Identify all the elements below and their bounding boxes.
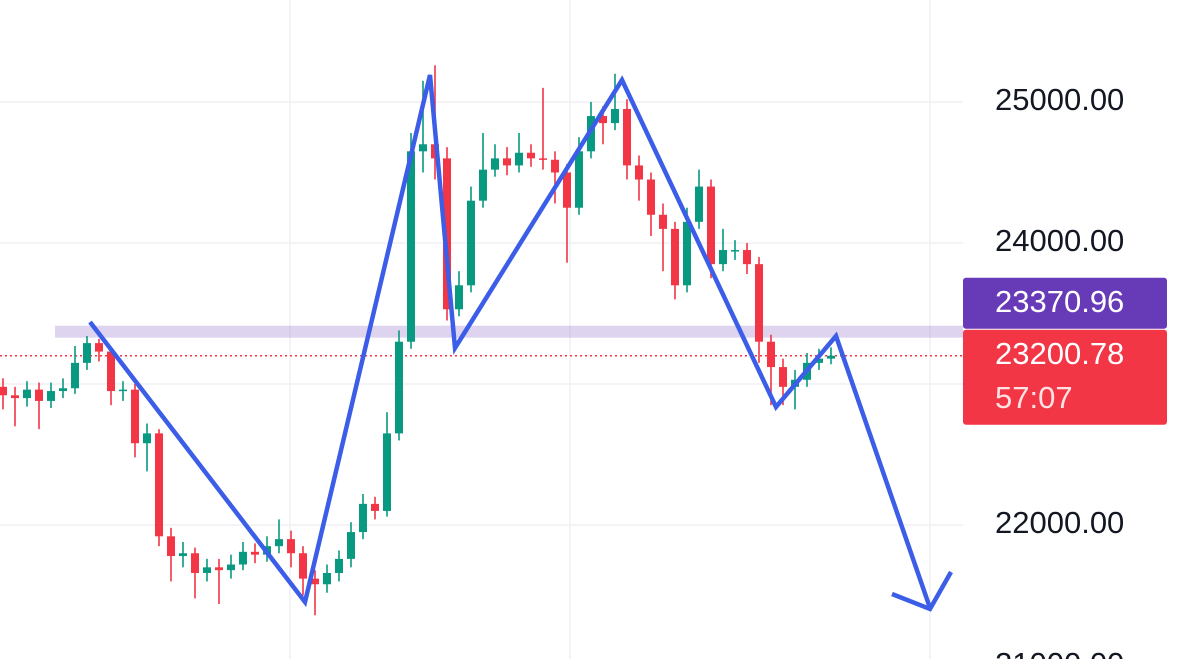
- candle-body: [275, 539, 283, 547]
- candle-body: [659, 214, 667, 229]
- candle-body: [143, 433, 151, 444]
- candle-body: [131, 389, 139, 444]
- candle-body: [443, 158, 451, 310]
- candle-body: [335, 558, 343, 573]
- candle-body: [755, 264, 763, 342]
- candle-body: [539, 158, 547, 160]
- level-band: [55, 325, 963, 338]
- candle-body: [191, 553, 199, 573]
- candle-body: [623, 109, 631, 166]
- candle-body: [647, 179, 655, 215]
- level-price-box: [963, 277, 1167, 329]
- candle-body: [407, 151, 415, 342]
- candle-body: [383, 433, 391, 511]
- candle-body: [287, 539, 295, 554]
- candle-body: [503, 158, 511, 166]
- candle-body: [95, 343, 103, 352]
- candle-body: [611, 109, 619, 124]
- last-price-box: [963, 329, 1167, 425]
- candle-body: [299, 553, 307, 579]
- candle-body: [155, 433, 163, 537]
- candle-body: [467, 200, 475, 286]
- candle-body: [527, 152, 535, 159]
- candle-body: [215, 567, 223, 571]
- candle-body: [59, 388, 67, 392]
- candle-body: [311, 578, 319, 585]
- zigzag-line: [88, 74, 933, 609]
- candle-body: [575, 151, 583, 208]
- candle-body: [323, 572, 331, 585]
- candle-body: [119, 389, 127, 392]
- candle-body: [551, 159, 559, 173]
- candle-body: [167, 536, 175, 557]
- candle-body: [179, 553, 187, 557]
- candle-body: [11, 395, 19, 399]
- candle-body: [695, 186, 703, 222]
- candle-body: [779, 367, 787, 387]
- level-price-label: 23370.96: [995, 284, 1124, 319]
- y-tick-label: 22000.00: [995, 505, 1124, 540]
- arrow-head: [891, 570, 953, 612]
- candle-body: [419, 144, 427, 152]
- candle-body: [359, 503, 367, 533]
- candle-body: [563, 172, 571, 208]
- candle-body: [35, 389, 43, 401]
- candle-body: [0, 386, 7, 396]
- candle-body: [719, 250, 727, 265]
- y-tick-label: 21000.00: [995, 646, 1124, 659]
- candle-body: [671, 228, 679, 286]
- candle-body: [227, 564, 235, 571]
- candle-body: [635, 165, 643, 180]
- candle-body: [347, 532, 355, 559]
- candle-body: [743, 250, 751, 265]
- candle-body: [515, 152, 523, 166]
- candle-body: [395, 341, 403, 434]
- candle-body: [827, 355, 835, 359]
- levels: [0, 325, 963, 357]
- candle-body: [599, 116, 607, 124]
- y-tick-label: 25000.00: [995, 82, 1124, 117]
- candle-body: [491, 158, 499, 170]
- countdown-label: 57:07: [995, 380, 1073, 415]
- candle-body: [23, 389, 31, 399]
- candle-body: [239, 551, 247, 565]
- zigzag-drawing: [88, 74, 953, 612]
- price-labels: 23370.96 23200.78 57:07: [963, 277, 1167, 425]
- candle-body: [731, 250, 739, 252]
- candle-body: [455, 285, 463, 310]
- candle-body: [47, 391, 55, 401]
- candle-body: [71, 362, 79, 389]
- candle-body: [251, 551, 259, 555]
- candle-body: [815, 358, 823, 363]
- candle-body: [707, 186, 715, 265]
- last-price-label: 23200.78: [995, 336, 1124, 371]
- candle-body: [683, 221, 691, 286]
- candle-body: [371, 503, 379, 511]
- candle-body: [83, 343, 91, 363]
- candle-body: [107, 351, 115, 392]
- candles: [0, 65, 835, 616]
- candle-body: [479, 169, 487, 201]
- y-tick-label: 24000.00: [995, 223, 1124, 258]
- candle-body: [203, 567, 211, 573]
- candle-body: [767, 341, 775, 368]
